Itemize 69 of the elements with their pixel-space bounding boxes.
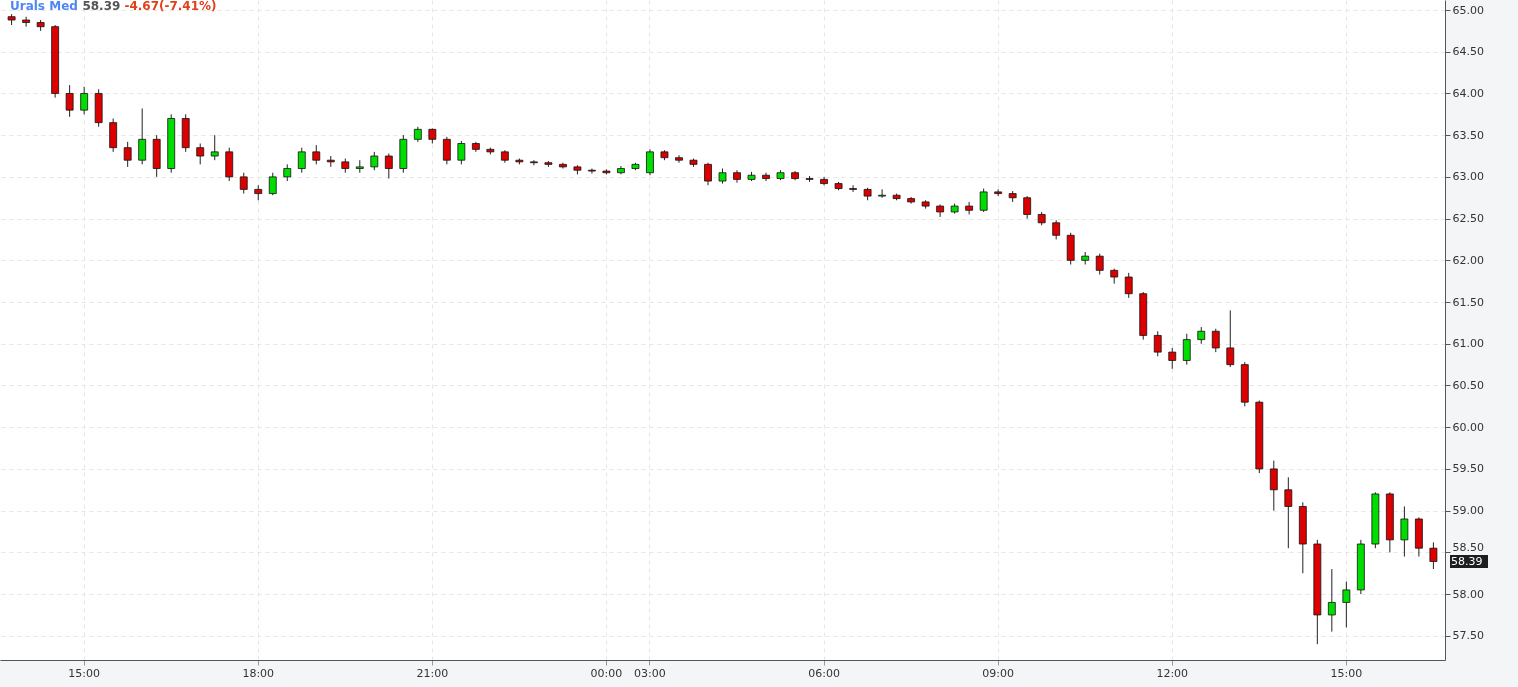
y-tick-label: 58.50 <box>1452 540 1484 554</box>
x-tick-label: 00:00 <box>590 666 623 680</box>
candlestick <box>80 86 89 115</box>
text: 58.39 <box>1451 554 1483 568</box>
candlestick <box>1400 505 1409 558</box>
candlestick <box>22 16 31 28</box>
candlestick <box>1211 328 1220 353</box>
candlestick <box>849 184 857 193</box>
candlestick <box>1052 219 1061 240</box>
y-tick-label: 57.50 <box>1452 629 1484 643</box>
candlestick <box>762 172 770 182</box>
candlestick <box>1153 330 1162 357</box>
candlestick <box>1168 347 1177 370</box>
candlestick <box>646 148 654 176</box>
candlestick <box>457 140 466 165</box>
x-tick-label: 12:00 <box>1156 666 1189 680</box>
candlestick <box>442 136 451 165</box>
x-tick-label: 18:00 <box>242 666 275 680</box>
candlestick <box>384 153 393 180</box>
y-tick-label: 58.00 <box>1452 587 1484 601</box>
y-tick-label: 64.00 <box>1452 86 1484 100</box>
candlestick <box>1429 541 1438 570</box>
annotation: 58.39 <box>82 0 121 13</box>
candlestick <box>297 147 306 174</box>
x-tick-label: 03:00 <box>634 666 666 680</box>
chart-title: Urals Med <box>10 0 78 13</box>
candlestick <box>1284 476 1293 549</box>
candlestick <box>65 84 74 118</box>
candlestick <box>1095 253 1104 276</box>
y-tick-label: 63.00 <box>1452 170 1484 184</box>
y-tick-label: 64.50 <box>1452 45 1484 59</box>
candlestick <box>1327 568 1336 633</box>
x-tick-label: 06:00 <box>808 666 840 680</box>
y-tick-label: 65.00 <box>1452 3 1484 17</box>
y-tick-label: 59.50 <box>1452 462 1484 476</box>
x-tick-label: 21:00 <box>416 666 449 680</box>
annotation: -4.67(-7.41%) <box>124 0 217 13</box>
y-tick-label: 61.00 <box>1452 337 1484 351</box>
candlestick <box>196 143 205 165</box>
candlestick <box>588 168 596 175</box>
x-tick-label: 09:00 <box>982 666 1014 680</box>
candlestick <box>1342 581 1351 628</box>
y-tick-label: 62.00 <box>1452 253 1484 267</box>
x-tick-label: 15:00 <box>68 666 100 680</box>
candlestick <box>965 201 974 215</box>
candlestick <box>1023 195 1032 220</box>
candlestick <box>210 134 219 161</box>
candlestick <box>979 188 988 213</box>
candlestick <box>878 188 886 199</box>
candlestick <box>704 162 712 186</box>
y-tick-label: 60.00 <box>1452 420 1484 434</box>
y-tick-label: 60.50 <box>1452 378 1484 392</box>
candlestick <box>312 144 321 165</box>
candlestick <box>268 172 277 196</box>
candlestick <box>1182 333 1191 366</box>
candlestick <box>675 154 683 164</box>
candlestick <box>1269 460 1278 512</box>
candlestick <box>138 107 147 165</box>
y-tick-label: 63.50 <box>1452 128 1484 142</box>
candlestick <box>530 159 538 166</box>
candlestick <box>1226 309 1235 368</box>
candlestick <box>239 172 248 195</box>
y-tick-label: 59.00 <box>1452 504 1484 518</box>
y-tick-label: 62.50 <box>1452 212 1484 226</box>
candlestick <box>123 141 132 168</box>
x-tick-label: 15:00 <box>1330 666 1363 680</box>
candlestick <box>1124 272 1133 299</box>
y-tick-label: 61.50 <box>1452 295 1484 309</box>
candlestick <box>370 151 379 171</box>
